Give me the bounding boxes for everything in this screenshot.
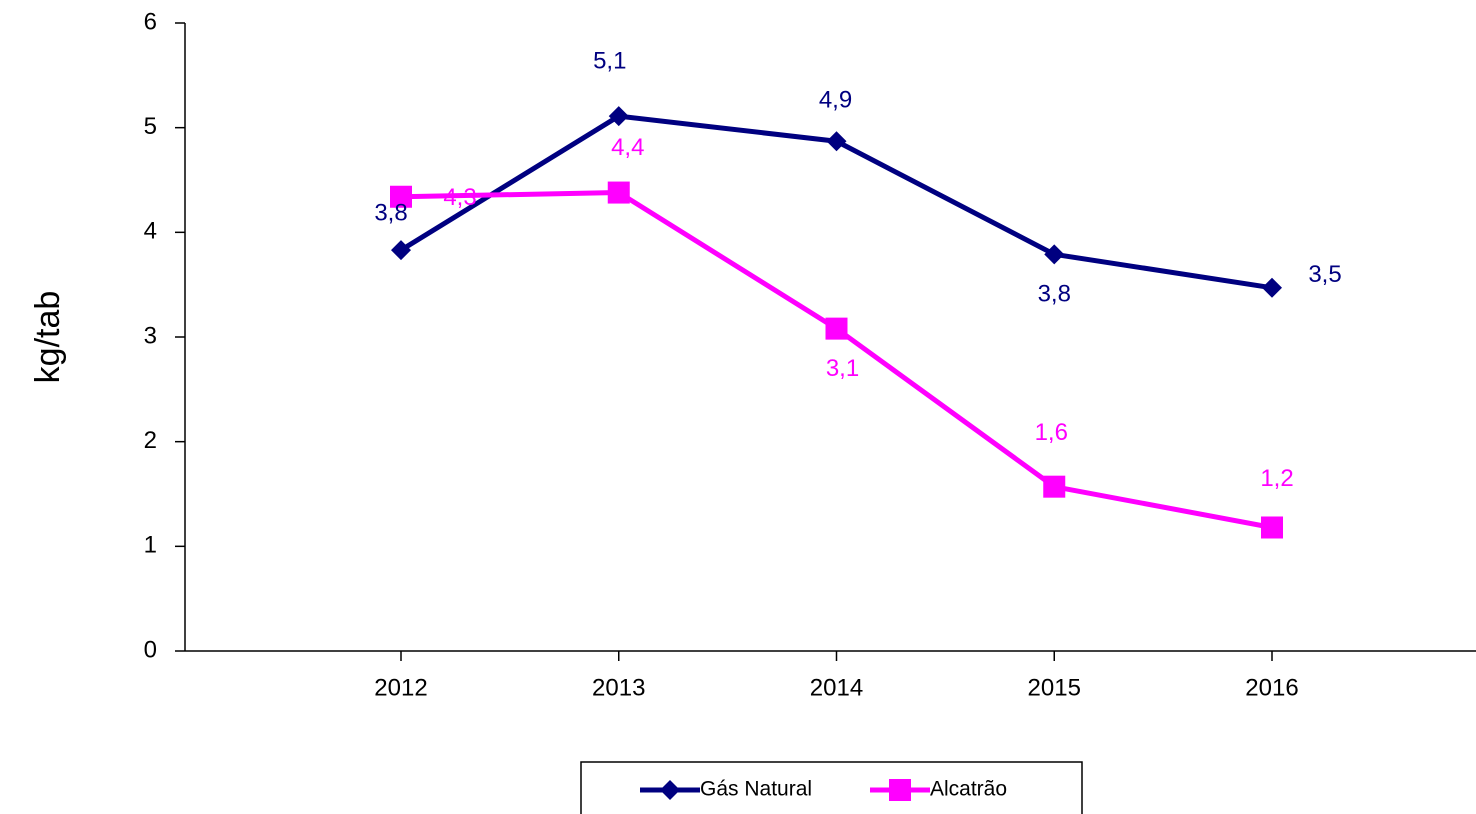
y-tick-label: 0 bbox=[144, 636, 157, 663]
y-tick-label: 3 bbox=[144, 322, 157, 349]
marker bbox=[391, 240, 411, 261]
data-label: 3,8 bbox=[374, 199, 407, 226]
y-tick-label: 5 bbox=[144, 113, 157, 140]
legend-label: Gás Natural bbox=[700, 778, 812, 801]
marker bbox=[1044, 244, 1065, 265]
x-tick-label: 2014 bbox=[810, 674, 863, 701]
data-label: 4,9 bbox=[819, 87, 852, 114]
marker bbox=[1261, 516, 1283, 539]
data-label: 4,4 bbox=[611, 134, 644, 161]
x-tick-label: 2016 bbox=[1245, 674, 1298, 701]
y-tick-label: 6 bbox=[144, 8, 157, 35]
marker bbox=[607, 181, 630, 204]
data-label: 1,6 bbox=[1035, 419, 1068, 446]
marker bbox=[1262, 277, 1282, 298]
y-axis-label: kg/tab bbox=[29, 291, 67, 384]
marker bbox=[889, 779, 911, 801]
data-label: 3,1 bbox=[826, 355, 859, 382]
marker bbox=[608, 106, 629, 127]
marker bbox=[1043, 475, 1066, 498]
data-label: 3,5 bbox=[1308, 261, 1341, 288]
data-label: 3,8 bbox=[1038, 281, 1071, 308]
y-tick-label: 1 bbox=[144, 532, 157, 559]
marker bbox=[825, 317, 848, 340]
legend-label: Alcatrão bbox=[930, 778, 1007, 801]
data-label: 5,1 bbox=[593, 47, 626, 74]
x-tick-label: 2015 bbox=[1028, 674, 1081, 701]
y-tick-label: 4 bbox=[144, 218, 157, 245]
data-label: 4,3 bbox=[443, 184, 476, 211]
y-tick-label: 2 bbox=[144, 427, 157, 454]
data-label: 1,2 bbox=[1260, 465, 1293, 492]
x-tick-label: 2012 bbox=[374, 674, 427, 701]
marker bbox=[660, 780, 680, 800]
x-tick-label: 2013 bbox=[592, 674, 645, 701]
marker bbox=[390, 185, 412, 208]
marker bbox=[826, 131, 847, 152]
